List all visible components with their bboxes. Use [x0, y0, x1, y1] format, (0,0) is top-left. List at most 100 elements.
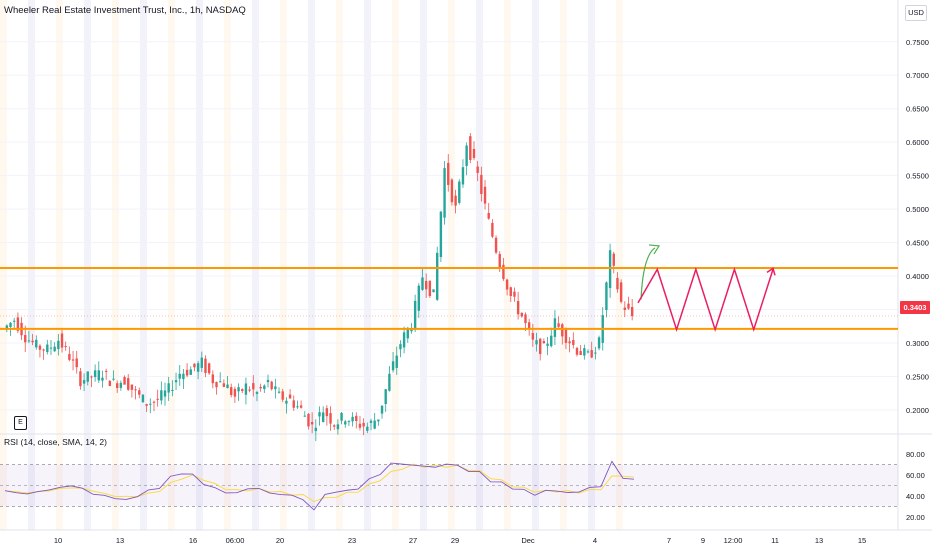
candle-body	[325, 408, 329, 417]
candle-body	[608, 250, 612, 288]
candle-body	[333, 425, 336, 427]
price-tick-label: 0.2500	[906, 372, 929, 381]
candle-body	[233, 388, 237, 397]
candle-body	[12, 320, 16, 322]
candle-body	[454, 195, 457, 206]
price-tick-label: 0.7500	[906, 38, 929, 47]
candle-body	[616, 277, 619, 290]
candle-body	[527, 322, 531, 330]
candle-body	[406, 327, 409, 339]
candle-body	[550, 335, 553, 347]
time-axis-label: 29	[451, 536, 459, 545]
candle-body	[597, 337, 601, 349]
projection-zigzag-arrowhead	[766, 267, 776, 276]
candle-body	[270, 381, 273, 390]
candle-body	[535, 340, 538, 345]
candle-body	[314, 427, 318, 432]
candle-body	[318, 412, 321, 417]
session-shading	[420, 0, 427, 530]
session-shading	[588, 0, 595, 530]
candle-body	[458, 181, 461, 203]
candle-body	[252, 383, 255, 390]
price-tick-label: 0.2000	[906, 406, 929, 415]
rsi-tick-label: 80.00	[906, 450, 925, 459]
candle-body	[575, 347, 579, 355]
candle-body	[145, 404, 148, 406]
candle-body	[487, 212, 490, 219]
rsi-tick-label: 60.00	[906, 471, 925, 480]
candle-body	[263, 385, 266, 390]
candle-body	[93, 370, 97, 378]
candle-body	[119, 382, 123, 388]
candle-body	[5, 325, 9, 330]
candle-body	[373, 420, 376, 429]
session-shading	[280, 0, 287, 530]
candle-body	[108, 380, 112, 386]
chart-title: Wheeler Real Estate Investment Trust, In…	[4, 5, 246, 16]
candle-body	[329, 413, 332, 424]
candle-body	[90, 376, 93, 378]
candle-body	[196, 363, 200, 372]
candle-body	[369, 420, 373, 423]
candle-body	[355, 415, 358, 422]
time-axis-label: 13	[116, 536, 124, 545]
candle-body	[553, 318, 557, 337]
candle-body	[35, 339, 38, 348]
candle-body	[171, 389, 174, 391]
session-shading	[224, 0, 231, 530]
time-axis-label: Dec	[521, 536, 535, 545]
candle-body	[509, 287, 512, 296]
rsi-indicator-label[interactable]: RSI (14, close, SMA, 14, 2)	[4, 437, 107, 447]
candle-body	[163, 390, 167, 397]
candle-body	[436, 252, 439, 300]
candle-body	[277, 391, 281, 393]
candle-body	[447, 162, 450, 185]
time-axis-label: 9	[701, 536, 705, 545]
projection-up-arrow	[640, 247, 656, 300]
candle-body	[215, 382, 218, 388]
currency-selector[interactable]: USD	[905, 5, 927, 21]
candle-body	[281, 391, 284, 400]
candle-body	[185, 369, 189, 376]
time-axis-label: 16	[189, 536, 197, 545]
candle-body	[248, 389, 251, 391]
earnings-marker-icon[interactable]: E	[14, 416, 27, 430]
candle-body	[524, 314, 527, 324]
candle-body	[583, 348, 586, 356]
candle-body	[71, 359, 75, 361]
candle-body	[424, 280, 428, 290]
session-shading	[196, 0, 203, 530]
candle-body	[557, 323, 560, 327]
candle-body	[57, 340, 60, 350]
candle-body	[336, 424, 340, 430]
candle-body	[292, 400, 295, 408]
candle-body	[630, 306, 634, 317]
candle-body	[513, 291, 516, 297]
candle-body	[123, 377, 126, 385]
candle-body	[200, 357, 203, 368]
candle-body	[241, 389, 244, 392]
candle-body	[222, 383, 226, 387]
candle-body	[75, 358, 78, 368]
time-axis-label: 23	[348, 536, 356, 545]
candle-body	[472, 148, 476, 159]
session-shading	[140, 0, 147, 530]
candle-body	[461, 167, 465, 185]
session-shading	[616, 0, 623, 530]
candle-body	[572, 340, 575, 346]
candle-body	[362, 422, 365, 427]
candle-body	[531, 333, 535, 340]
candle-body	[391, 361, 395, 371]
candle-body	[226, 384, 229, 389]
candle-body	[53, 346, 56, 352]
candle-body	[539, 338, 542, 355]
session-shading	[112, 0, 119, 530]
candle-body	[351, 416, 354, 422]
candle-body	[469, 136, 472, 161]
candle-body	[86, 371, 89, 382]
session-shading	[56, 0, 63, 530]
candle-body	[182, 373, 185, 380]
candle-body	[127, 378, 130, 390]
session-shading	[392, 0, 399, 530]
